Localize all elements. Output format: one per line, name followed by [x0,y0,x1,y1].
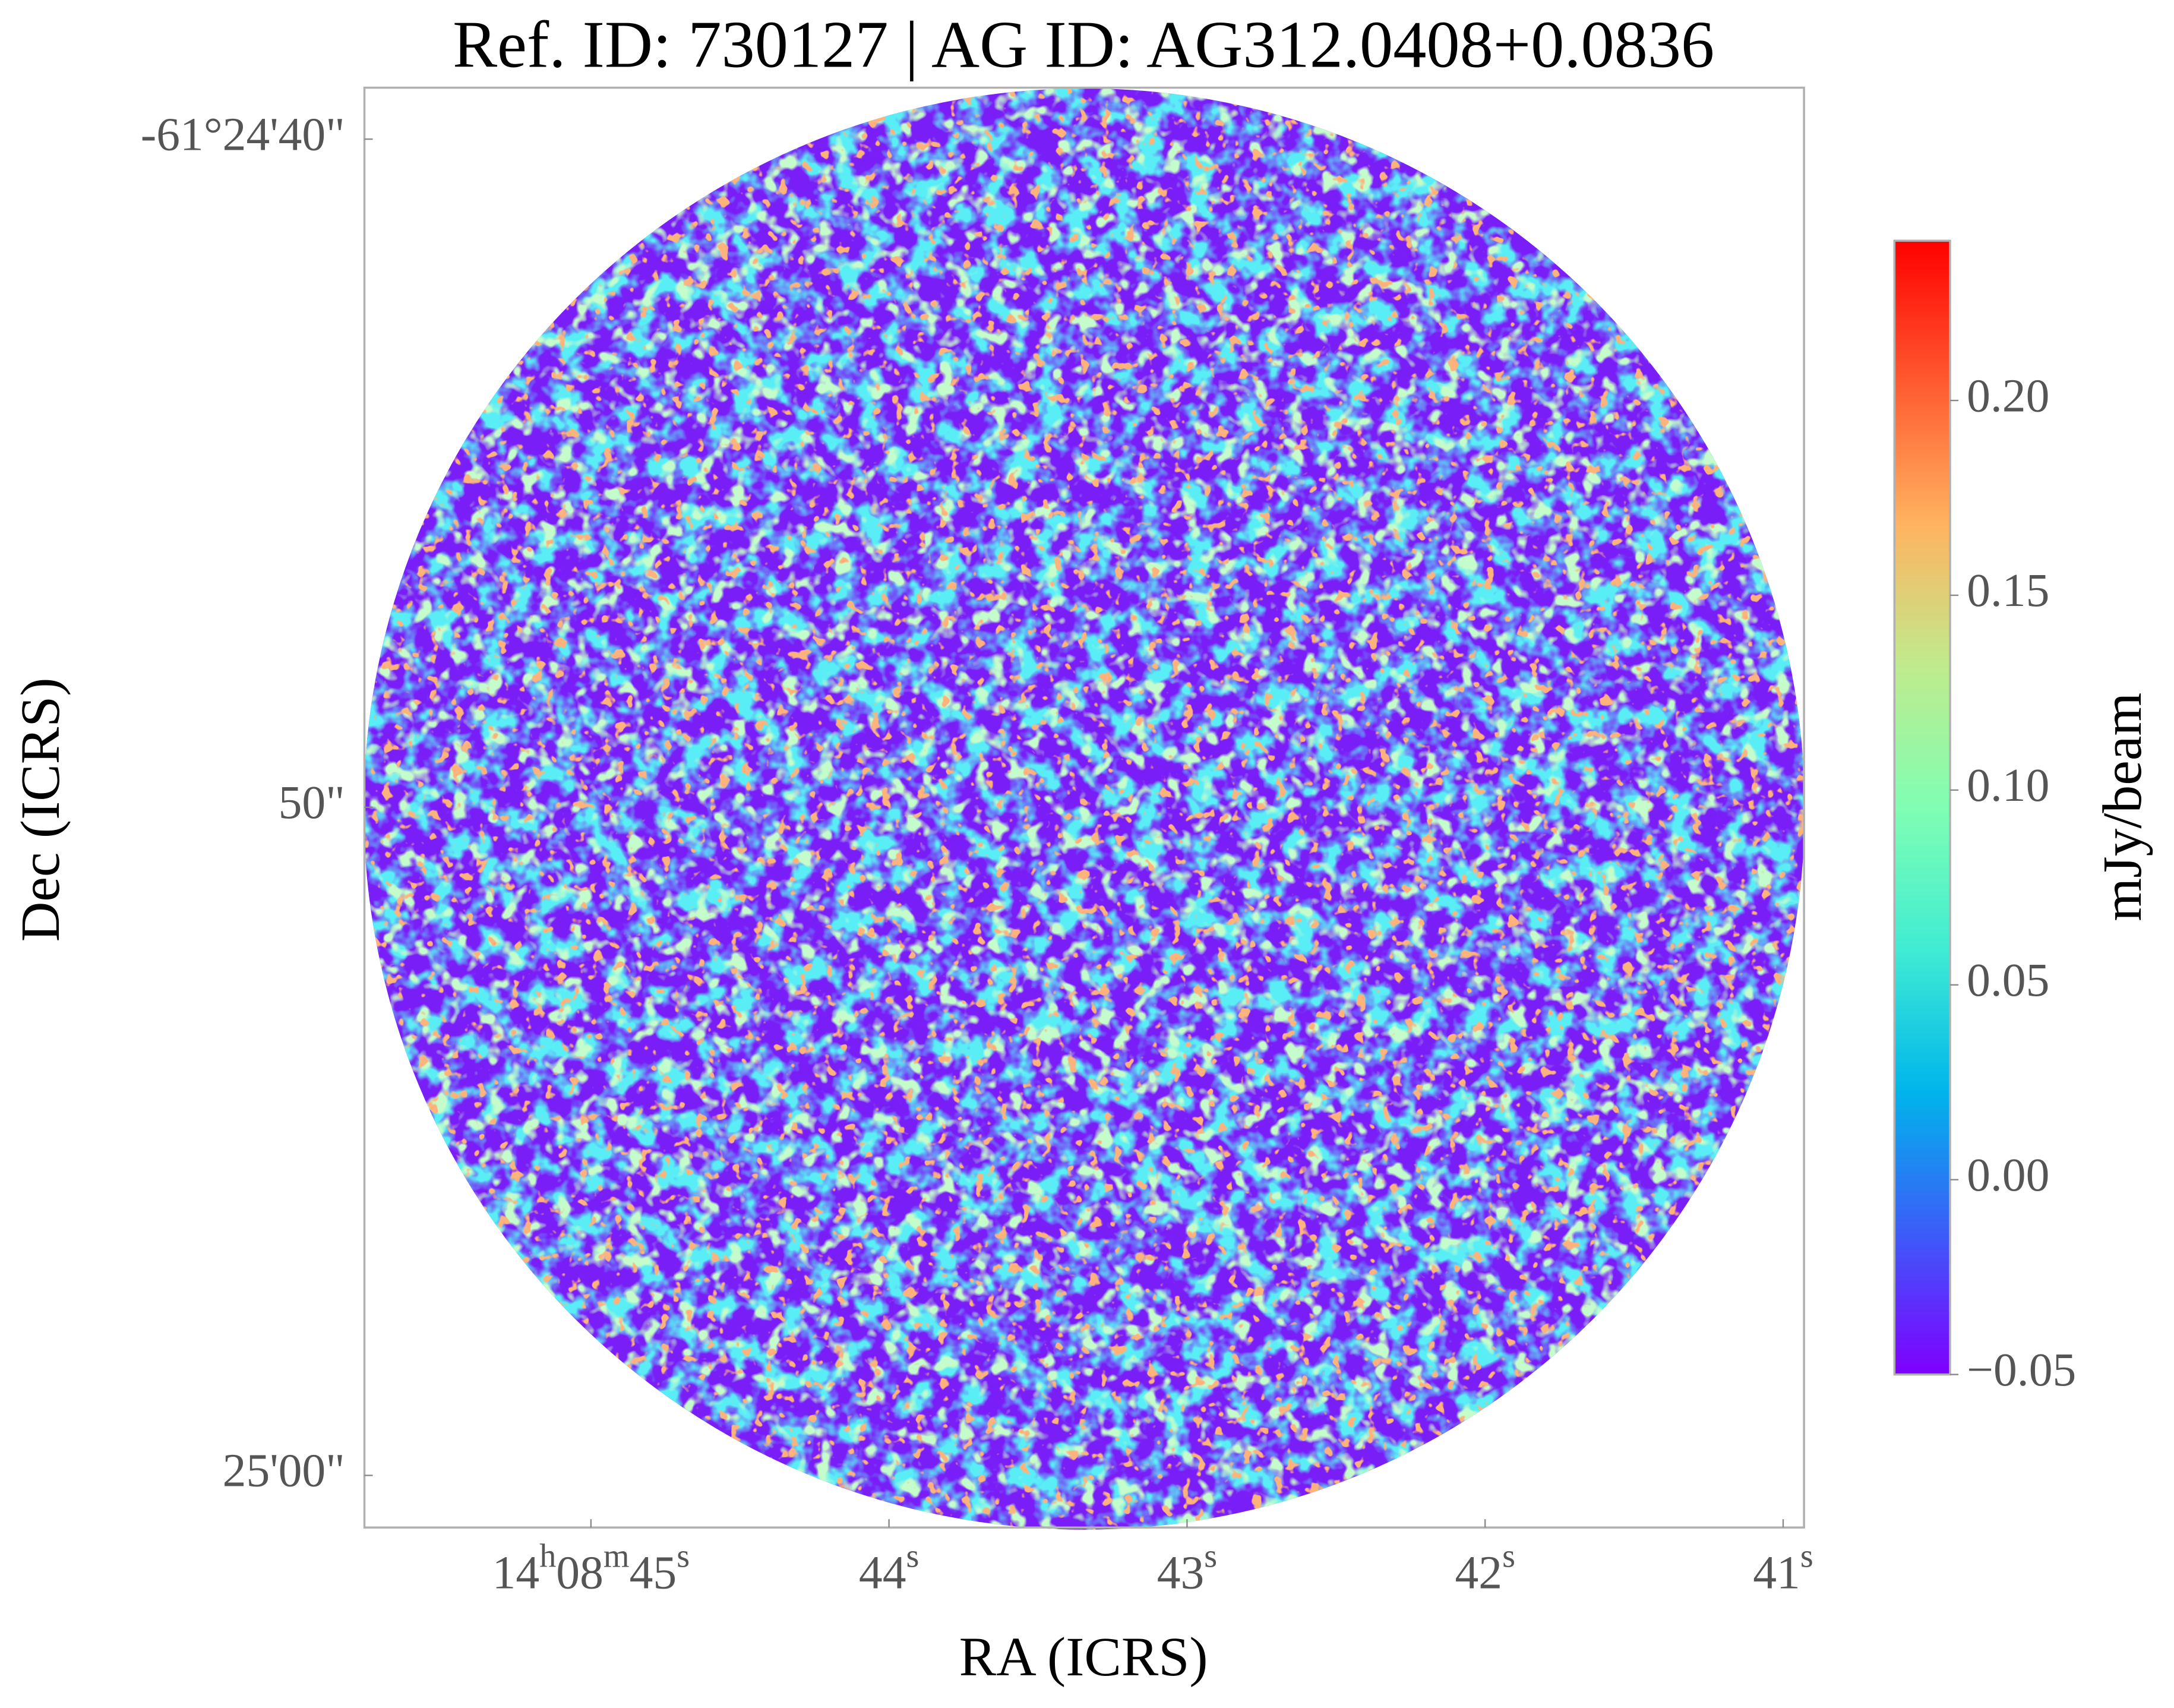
x-tick-label: 14h08m45s [492,1538,690,1599]
y-tick-label: -61°24'40" [141,108,345,160]
x-tick-label: 44s [859,1538,919,1599]
x-tick-label: 42s [1455,1538,1515,1599]
colorbar-tick-label: 0.20 [1967,370,2049,422]
radio-map [364,88,1805,1530]
colorbar-tick-label: 0.15 [1967,564,2049,617]
colorbar-label: mJy/beam [2092,693,2153,921]
colorbar [1893,239,1951,1376]
colorbar-tick-label: −0.05 [1967,1344,2076,1396]
colorbar-tick-label: 0.05 [1967,954,2049,1006]
map-noise [364,88,1805,1530]
x-axis-label: RA (ICRS) [959,1627,1208,1688]
y-tick-label: 50" [279,776,345,829]
y-axis-label: Dec (ICRS) [10,678,71,942]
colorbar-tick-label: 0.00 [1967,1149,2049,1201]
chart-title: Ref. ID: 730127 | AG ID: AG312.0408+0.08… [453,8,1714,82]
x-tick-label: 43s [1157,1538,1217,1599]
x-tick-label: 41s [1753,1538,1813,1599]
y-tick-label: 25'00" [223,1445,345,1497]
colorbar-tick-label: 0.10 [1967,759,2049,812]
